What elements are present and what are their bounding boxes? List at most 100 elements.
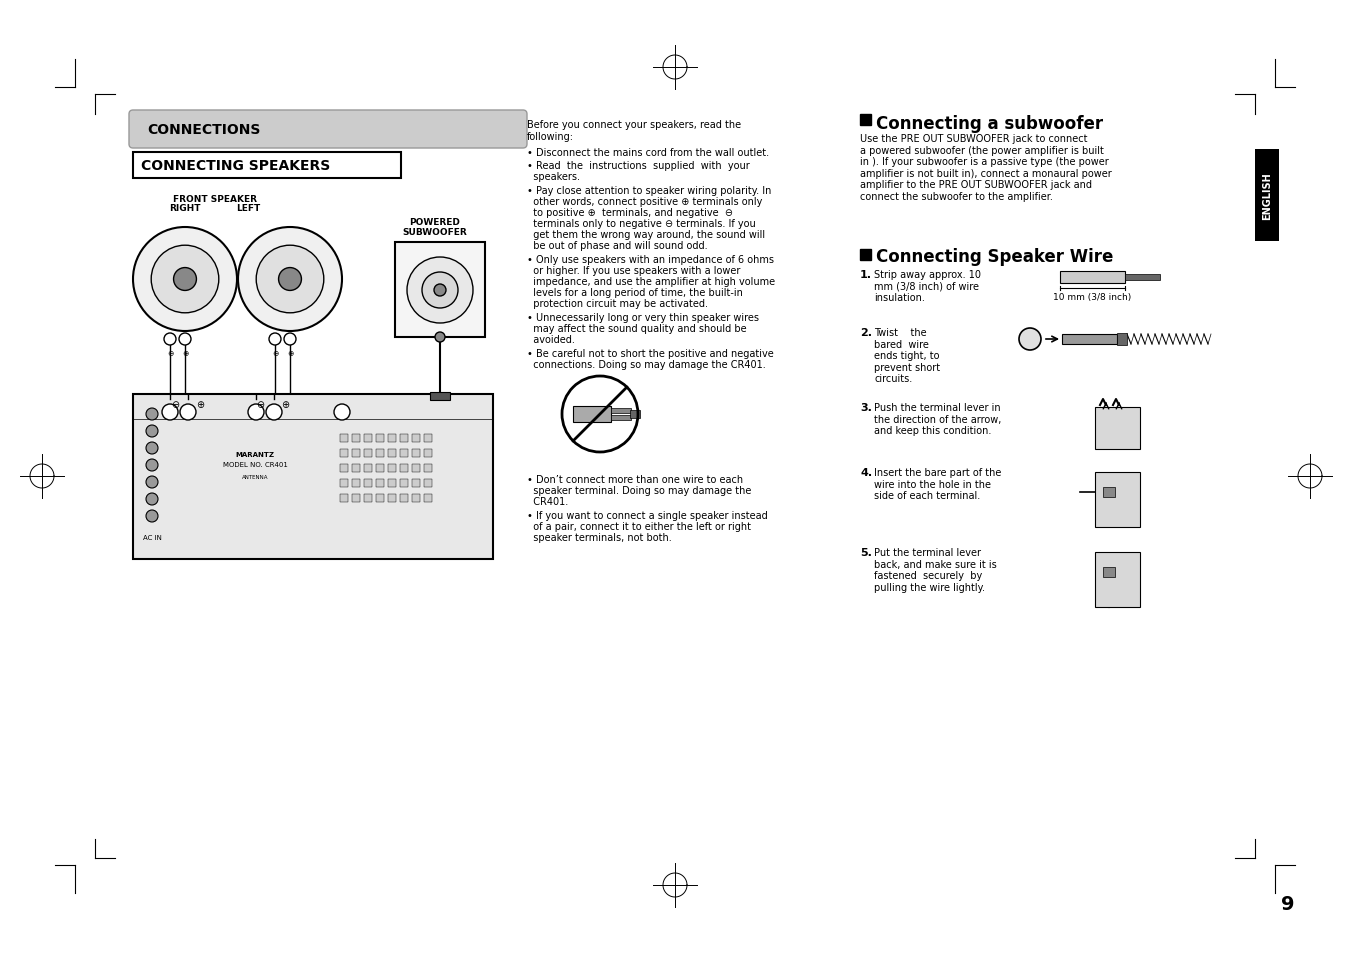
Text: MARANTZ: MARANTZ	[235, 452, 274, 457]
Text: Before you connect your speakers, read the
following:: Before you connect your speakers, read t…	[527, 120, 742, 141]
Circle shape	[180, 405, 196, 420]
Bar	[132, 395, 493, 559]
Circle shape	[146, 511, 158, 522]
Text: connections. Doing so may damage the CR401.: connections. Doing so may damage the CR4…	[527, 359, 766, 370]
Bar	[340, 464, 349, 473]
Text: levels for a long period of time, the built-in: levels for a long period of time, the bu…	[527, 288, 743, 297]
Bar	[388, 450, 396, 457]
Text: • Read  the  instructions  supplied  with  your: • Read the instructions supplied with yo…	[527, 161, 750, 171]
Text: 9: 9	[1282, 895, 1296, 914]
Bar	[1102, 567, 1115, 578]
Bar	[1062, 335, 1117, 345]
Circle shape	[238, 228, 342, 332]
Circle shape	[146, 476, 158, 489]
Bar	[363, 450, 372, 457]
Text: to positive ⊕  terminals, and negative  ⊖: to positive ⊕ terminals, and negative ⊖	[527, 208, 734, 218]
Bar	[376, 464, 384, 473]
Circle shape	[1019, 329, 1042, 351]
Text: • Unnecessarily long or very thin speaker wires: • Unnecessarily long or very thin speake…	[527, 313, 759, 323]
Bar	[861, 115, 871, 126]
Text: terminals only to negative ⊖ terminals. If you: terminals only to negative ⊖ terminals. …	[527, 219, 755, 229]
Text: Put the terminal lever
back, and make sure it is
fastened  securely  by
pulling : Put the terminal lever back, and make su…	[874, 547, 997, 592]
Bar	[388, 464, 396, 473]
Text: RIGHT: RIGHT	[169, 204, 201, 213]
Bar	[412, 495, 420, 502]
Bar	[1125, 274, 1161, 281]
Circle shape	[163, 334, 176, 346]
Circle shape	[146, 459, 158, 472]
Text: Connecting a subwoofer: Connecting a subwoofer	[875, 115, 1104, 132]
Bar	[630, 411, 640, 418]
Bar	[376, 495, 384, 502]
Bar	[132, 152, 401, 179]
Bar	[424, 464, 432, 473]
Text: speaker terminals, not both.: speaker terminals, not both.	[527, 533, 671, 542]
Bar	[400, 495, 408, 502]
Bar	[412, 450, 420, 457]
Circle shape	[278, 269, 301, 291]
Bar	[376, 450, 384, 457]
Text: Twist    the
bared  wire
ends tight, to
prevent short
circuits.: Twist the bared wire ends tight, to prev…	[874, 328, 940, 384]
Text: ⊕: ⊕	[281, 399, 289, 410]
Bar	[394, 243, 485, 337]
Text: CONNECTIONS: CONNECTIONS	[147, 123, 261, 137]
Circle shape	[257, 246, 324, 314]
Text: speakers.: speakers.	[527, 172, 580, 182]
Text: ANTENNA: ANTENNA	[242, 475, 269, 480]
Bar	[412, 435, 420, 442]
Text: 10 mm (3/8 inch): 10 mm (3/8 inch)	[1052, 293, 1131, 302]
Bar	[424, 479, 432, 488]
Text: 3.: 3.	[861, 402, 871, 413]
Bar	[1061, 272, 1125, 284]
Text: FRONT SPEAKER: FRONT SPEAKER	[173, 194, 257, 204]
Text: ⊖: ⊖	[166, 349, 173, 357]
Text: speaker terminal. Doing so may damage the: speaker terminal. Doing so may damage th…	[527, 485, 751, 496]
Text: ⊖: ⊖	[255, 399, 263, 410]
Bar	[340, 450, 349, 457]
Bar	[388, 479, 396, 488]
Text: 4.: 4.	[861, 468, 873, 477]
Text: • Pay close attention to speaker wiring polarity. In: • Pay close attention to speaker wiring …	[527, 186, 771, 195]
Bar	[353, 450, 359, 457]
Text: LEFT: LEFT	[236, 204, 261, 213]
Text: MODEL NO. CR401: MODEL NO. CR401	[223, 461, 288, 468]
Text: protection circuit may be activated.: protection circuit may be activated.	[527, 298, 708, 309]
Circle shape	[146, 494, 158, 505]
Bar	[388, 435, 396, 442]
Circle shape	[151, 246, 219, 314]
Bar	[363, 495, 372, 502]
Text: CONNECTING SPEAKERS: CONNECTING SPEAKERS	[141, 159, 330, 172]
Text: get them the wrong way around, the sound will: get them the wrong way around, the sound…	[527, 230, 765, 240]
Text: 2.: 2.	[861, 328, 871, 337]
Text: POWERED: POWERED	[409, 218, 461, 227]
Text: impedance, and use the amplifier at high volume: impedance, and use the amplifier at high…	[527, 276, 775, 287]
Bar	[1096, 553, 1140, 607]
Bar	[376, 435, 384, 442]
Text: be out of phase and will sound odd.: be out of phase and will sound odd.	[527, 241, 708, 251]
Bar	[353, 464, 359, 473]
Circle shape	[422, 273, 458, 309]
Text: 5.: 5.	[861, 547, 871, 558]
Text: ⊕: ⊕	[286, 349, 293, 357]
Bar	[363, 464, 372, 473]
Bar	[1255, 150, 1279, 242]
Text: • Don’t connect more than one wire to each: • Don’t connect more than one wire to ea…	[527, 475, 743, 484]
Bar	[400, 450, 408, 457]
Text: 1.: 1.	[861, 270, 871, 280]
Text: ⊖: ⊖	[272, 349, 278, 357]
Bar	[611, 409, 631, 414]
Text: ENGLISH: ENGLISH	[1262, 172, 1273, 219]
Circle shape	[162, 405, 178, 420]
Bar	[400, 435, 408, 442]
Bar	[353, 479, 359, 488]
Text: ⊖: ⊖	[172, 399, 180, 410]
Text: ⊕: ⊕	[196, 399, 204, 410]
Circle shape	[334, 405, 350, 420]
FancyBboxPatch shape	[128, 111, 527, 149]
Bar	[376, 479, 384, 488]
Bar	[1117, 334, 1127, 346]
Circle shape	[173, 269, 196, 291]
Bar	[353, 435, 359, 442]
Text: Strip away approx. 10
mm (3/8 inch) of wire
insulation.: Strip away approx. 10 mm (3/8 inch) of w…	[874, 270, 981, 303]
Text: • Only use speakers with an impedance of 6 ohms: • Only use speakers with an impedance of…	[527, 254, 774, 265]
